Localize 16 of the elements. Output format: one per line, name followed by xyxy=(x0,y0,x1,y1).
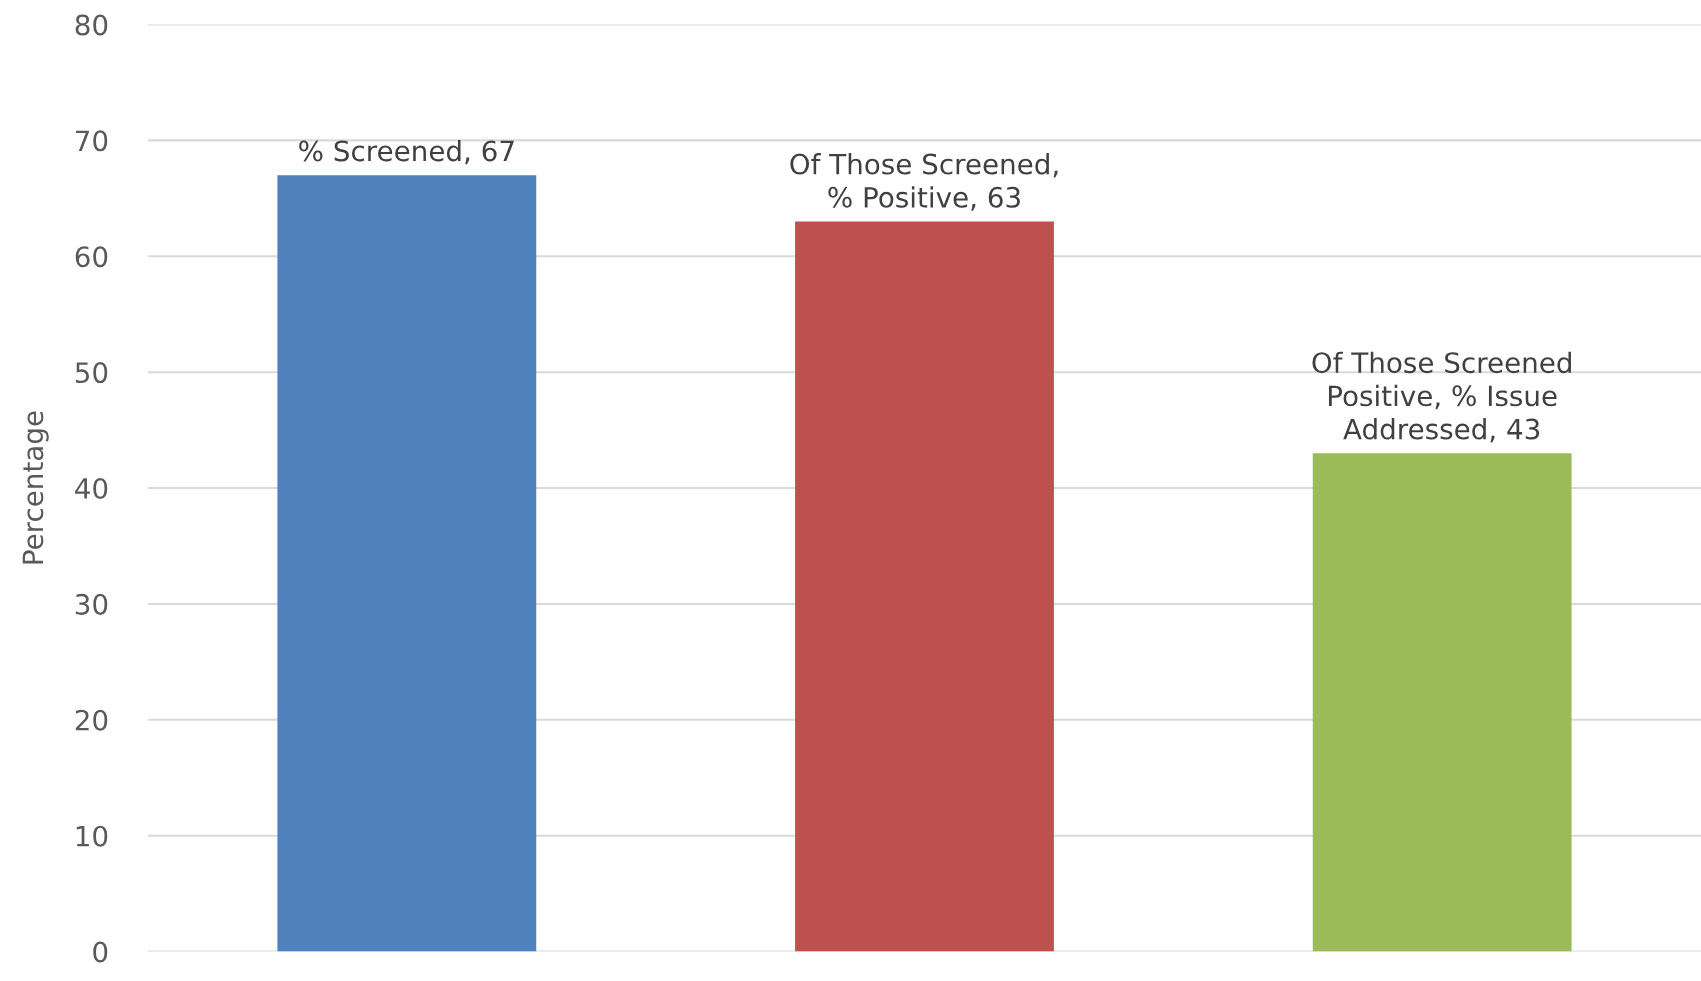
data-label: Of Those Screened, % Positive, 63 xyxy=(790,153,1058,211)
y-tick-label: 20 xyxy=(75,709,108,731)
y-tick-label: 80 xyxy=(75,14,108,36)
y-axis-title: Percentage xyxy=(22,411,49,564)
y-tick-label: 40 xyxy=(75,477,108,499)
y-tick-label: 30 xyxy=(75,593,108,615)
y-tick-label: 60 xyxy=(75,246,108,268)
bar xyxy=(277,175,537,952)
y-tick-label: 0 xyxy=(93,941,108,963)
data-label: Of Those Screened Positive, % Issue Addressed, 43 xyxy=(1312,351,1571,443)
data-label: % Screened, 67 xyxy=(299,139,514,165)
bar xyxy=(1312,453,1572,952)
bar xyxy=(795,221,1054,952)
y-tick-label: 10 xyxy=(76,825,108,847)
y-tick-label: 70 xyxy=(76,130,108,152)
y-tick-label: 50 xyxy=(75,362,108,384)
